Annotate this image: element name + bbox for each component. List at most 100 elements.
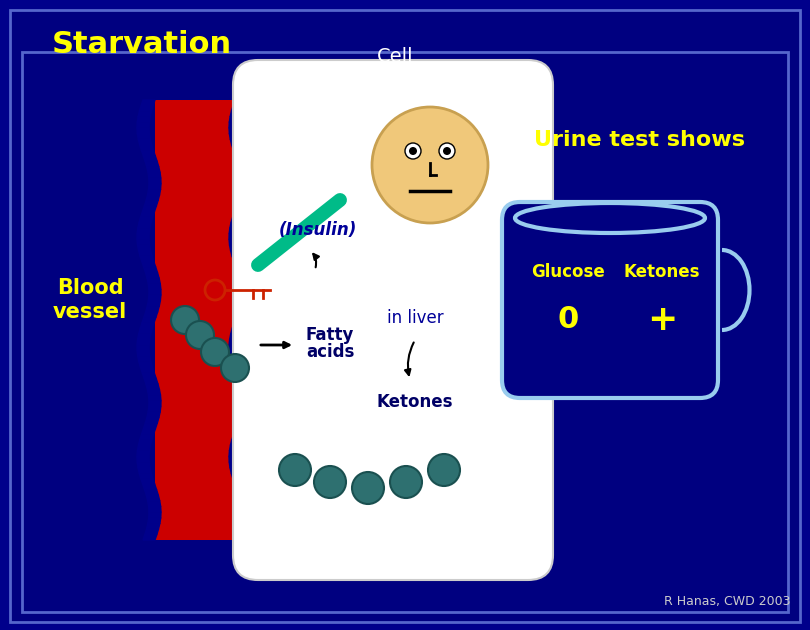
Polygon shape xyxy=(147,501,160,507)
Polygon shape xyxy=(140,367,154,373)
Polygon shape xyxy=(137,462,150,467)
Polygon shape xyxy=(143,423,157,428)
Polygon shape xyxy=(229,245,242,250)
Polygon shape xyxy=(230,111,244,117)
Polygon shape xyxy=(240,173,253,178)
Polygon shape xyxy=(147,524,160,529)
Polygon shape xyxy=(234,373,248,379)
Polygon shape xyxy=(142,318,156,323)
Polygon shape xyxy=(145,161,159,167)
Text: Starvation: Starvation xyxy=(52,30,232,59)
Polygon shape xyxy=(142,261,156,267)
Polygon shape xyxy=(241,295,253,301)
Polygon shape xyxy=(237,161,251,167)
Polygon shape xyxy=(233,479,247,484)
Circle shape xyxy=(171,306,199,334)
Polygon shape xyxy=(241,289,253,295)
Polygon shape xyxy=(239,524,252,529)
Polygon shape xyxy=(233,428,248,434)
Polygon shape xyxy=(241,395,253,401)
Polygon shape xyxy=(239,278,252,284)
Polygon shape xyxy=(241,507,253,512)
Polygon shape xyxy=(138,467,151,473)
Polygon shape xyxy=(232,256,245,261)
Polygon shape xyxy=(149,178,161,183)
Circle shape xyxy=(314,466,346,498)
FancyBboxPatch shape xyxy=(233,60,553,580)
Polygon shape xyxy=(138,334,151,340)
Polygon shape xyxy=(229,234,241,239)
Circle shape xyxy=(428,454,460,486)
Polygon shape xyxy=(139,217,152,222)
Polygon shape xyxy=(149,507,161,512)
Polygon shape xyxy=(139,250,152,256)
Polygon shape xyxy=(239,412,252,418)
Polygon shape xyxy=(139,440,151,445)
Polygon shape xyxy=(229,117,242,122)
Polygon shape xyxy=(147,301,160,306)
Polygon shape xyxy=(139,144,153,150)
Polygon shape xyxy=(139,328,152,334)
Polygon shape xyxy=(143,206,156,212)
Polygon shape xyxy=(146,273,159,278)
Text: Blood
vessel: Blood vessel xyxy=(53,278,127,321)
Polygon shape xyxy=(137,128,149,134)
Polygon shape xyxy=(236,423,249,428)
Polygon shape xyxy=(231,473,245,479)
Polygon shape xyxy=(137,345,149,351)
Polygon shape xyxy=(234,261,248,267)
Polygon shape xyxy=(149,289,161,295)
Polygon shape xyxy=(137,122,149,128)
Polygon shape xyxy=(141,212,155,217)
Polygon shape xyxy=(229,239,241,245)
Polygon shape xyxy=(232,144,245,150)
Polygon shape xyxy=(143,484,156,490)
Text: R Hanas, CWD 2003: R Hanas, CWD 2003 xyxy=(663,595,790,608)
FancyBboxPatch shape xyxy=(502,202,718,398)
Polygon shape xyxy=(144,200,158,206)
Polygon shape xyxy=(139,139,151,144)
Polygon shape xyxy=(235,156,249,161)
Polygon shape xyxy=(230,356,243,362)
Polygon shape xyxy=(138,445,151,451)
FancyBboxPatch shape xyxy=(235,100,255,540)
Polygon shape xyxy=(236,267,249,273)
Circle shape xyxy=(352,472,384,504)
Polygon shape xyxy=(229,345,241,351)
Polygon shape xyxy=(148,406,161,412)
Polygon shape xyxy=(235,206,249,212)
Polygon shape xyxy=(147,412,160,418)
Polygon shape xyxy=(229,457,241,462)
Polygon shape xyxy=(144,312,158,318)
Polygon shape xyxy=(137,239,150,245)
Polygon shape xyxy=(230,222,243,228)
Polygon shape xyxy=(229,351,241,356)
Polygon shape xyxy=(241,183,253,189)
Polygon shape xyxy=(144,379,158,384)
Polygon shape xyxy=(147,189,160,195)
Polygon shape xyxy=(139,362,152,367)
Polygon shape xyxy=(141,100,155,106)
Polygon shape xyxy=(143,534,157,540)
Polygon shape xyxy=(237,418,251,423)
Polygon shape xyxy=(148,395,161,401)
Polygon shape xyxy=(147,389,160,395)
Polygon shape xyxy=(232,323,246,328)
Circle shape xyxy=(201,338,229,366)
Circle shape xyxy=(372,107,488,223)
Polygon shape xyxy=(229,228,242,234)
Polygon shape xyxy=(230,440,244,445)
Polygon shape xyxy=(233,100,247,106)
Circle shape xyxy=(405,143,421,159)
Polygon shape xyxy=(139,106,153,111)
Polygon shape xyxy=(142,150,156,156)
Polygon shape xyxy=(232,434,245,440)
Polygon shape xyxy=(231,362,245,367)
Polygon shape xyxy=(229,462,242,467)
Polygon shape xyxy=(241,178,253,183)
Circle shape xyxy=(186,321,214,349)
Polygon shape xyxy=(147,495,160,501)
Text: Cell: Cell xyxy=(377,47,413,67)
Polygon shape xyxy=(231,328,245,334)
Polygon shape xyxy=(142,428,156,434)
